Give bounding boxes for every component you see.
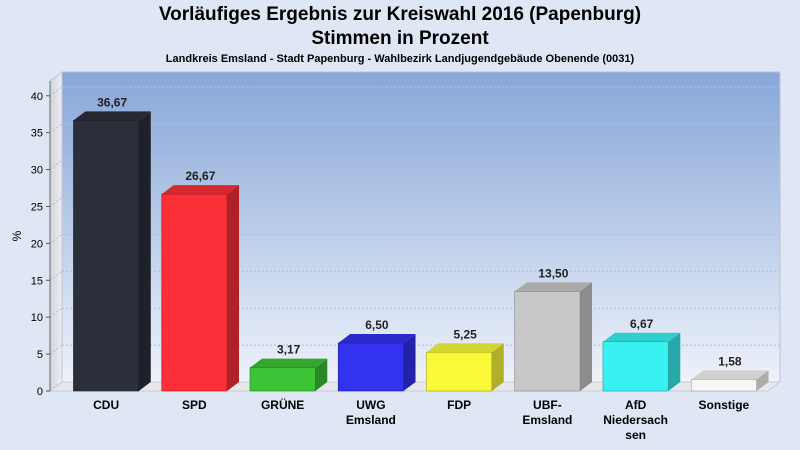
bar-6: 6,67 <box>602 317 681 392</box>
bar-front <box>337 342 404 392</box>
y-tick-label: 0 <box>37 386 43 398</box>
gridline-side <box>49 197 63 207</box>
bar-value-label: 1,58 <box>718 354 742 368</box>
plot-left-wall <box>49 71 63 392</box>
category-label: UWG Emsland <box>346 398 396 427</box>
bar-front <box>426 351 493 392</box>
bar-value-label: 36,67 <box>97 95 127 109</box>
gridline-side <box>49 344 63 355</box>
y-tick-label: 25 <box>31 201 43 213</box>
bar-value-label: 6,67 <box>630 317 654 331</box>
bar-side <box>756 370 769 391</box>
bar-side <box>403 334 416 391</box>
bar-side <box>668 332 681 391</box>
y-tick-label: 5 <box>37 349 43 361</box>
bar-top <box>338 334 416 344</box>
y-tick-label: 35 <box>31 128 43 140</box>
chart-title-line2: Stimmen in Prozent <box>311 28 489 49</box>
bar-top <box>514 282 593 292</box>
gridline-side <box>49 270 63 281</box>
bar-top <box>691 370 769 380</box>
gridline-side <box>49 123 63 134</box>
category-label: UBF-Emsland <box>522 398 572 427</box>
bar-4: 5,25 <box>426 327 504 392</box>
gridline-side <box>49 233 63 244</box>
bar-side <box>315 358 328 391</box>
bar-7: 1,58 <box>690 354 769 392</box>
y-axis-label: % <box>10 230 24 241</box>
bar-5: 13,50 <box>514 266 593 392</box>
bar-value-label: 13,50 <box>538 266 568 280</box>
bar-side <box>227 185 240 391</box>
y-tick-label: 20 <box>31 238 43 250</box>
bar-front <box>161 193 228 392</box>
category-label: CDU <box>93 398 119 412</box>
bar-side <box>491 343 504 391</box>
bar-side <box>138 111 151 391</box>
bar-front <box>514 291 581 392</box>
category-label: AfD Niedersach sen <box>603 398 668 442</box>
gridline-side <box>49 307 63 318</box>
category-label: GRÜNE <box>261 397 304 412</box>
bar-top <box>602 332 681 342</box>
bar-top <box>249 358 328 368</box>
category-label: Sonstige <box>699 398 750 412</box>
y-tick-label: 10 <box>31 312 43 324</box>
bar-value-label: 26,67 <box>185 169 215 183</box>
bar-1: 26,67 <box>161 169 240 392</box>
bar-top <box>426 343 504 353</box>
chart-subtitle: Landkreis Emsland - Stadt Papenburg - Wa… <box>165 53 635 65</box>
bar-value-label: 3,17 <box>277 343 301 357</box>
gridline-side <box>49 160 63 170</box>
bar-front <box>249 367 316 392</box>
category-label: FDP <box>447 398 471 412</box>
bar-2: 3,17 <box>249 343 328 392</box>
bar-top <box>161 185 240 195</box>
bar-value-label: 5,25 <box>453 327 477 341</box>
chart-title: Vorläufiges Ergebnis zur Kreiswahl 2016 … <box>158 4 642 25</box>
bar-front <box>602 341 669 392</box>
bar-side <box>580 282 593 391</box>
bar-front <box>690 379 757 392</box>
y-tick-label: 30 <box>31 165 43 177</box>
bar-top <box>73 111 151 121</box>
y-tick-label: 15 <box>31 275 43 287</box>
y-tick-label: 40 <box>31 91 43 103</box>
bar-value-label: 6,50 <box>365 318 389 332</box>
gridline-side <box>49 86 63 97</box>
bar-3: 6,50 <box>337 318 416 392</box>
bar-0: 36,67 <box>73 95 151 392</box>
bar-front <box>73 120 140 392</box>
category-label: SPD <box>182 398 207 412</box>
